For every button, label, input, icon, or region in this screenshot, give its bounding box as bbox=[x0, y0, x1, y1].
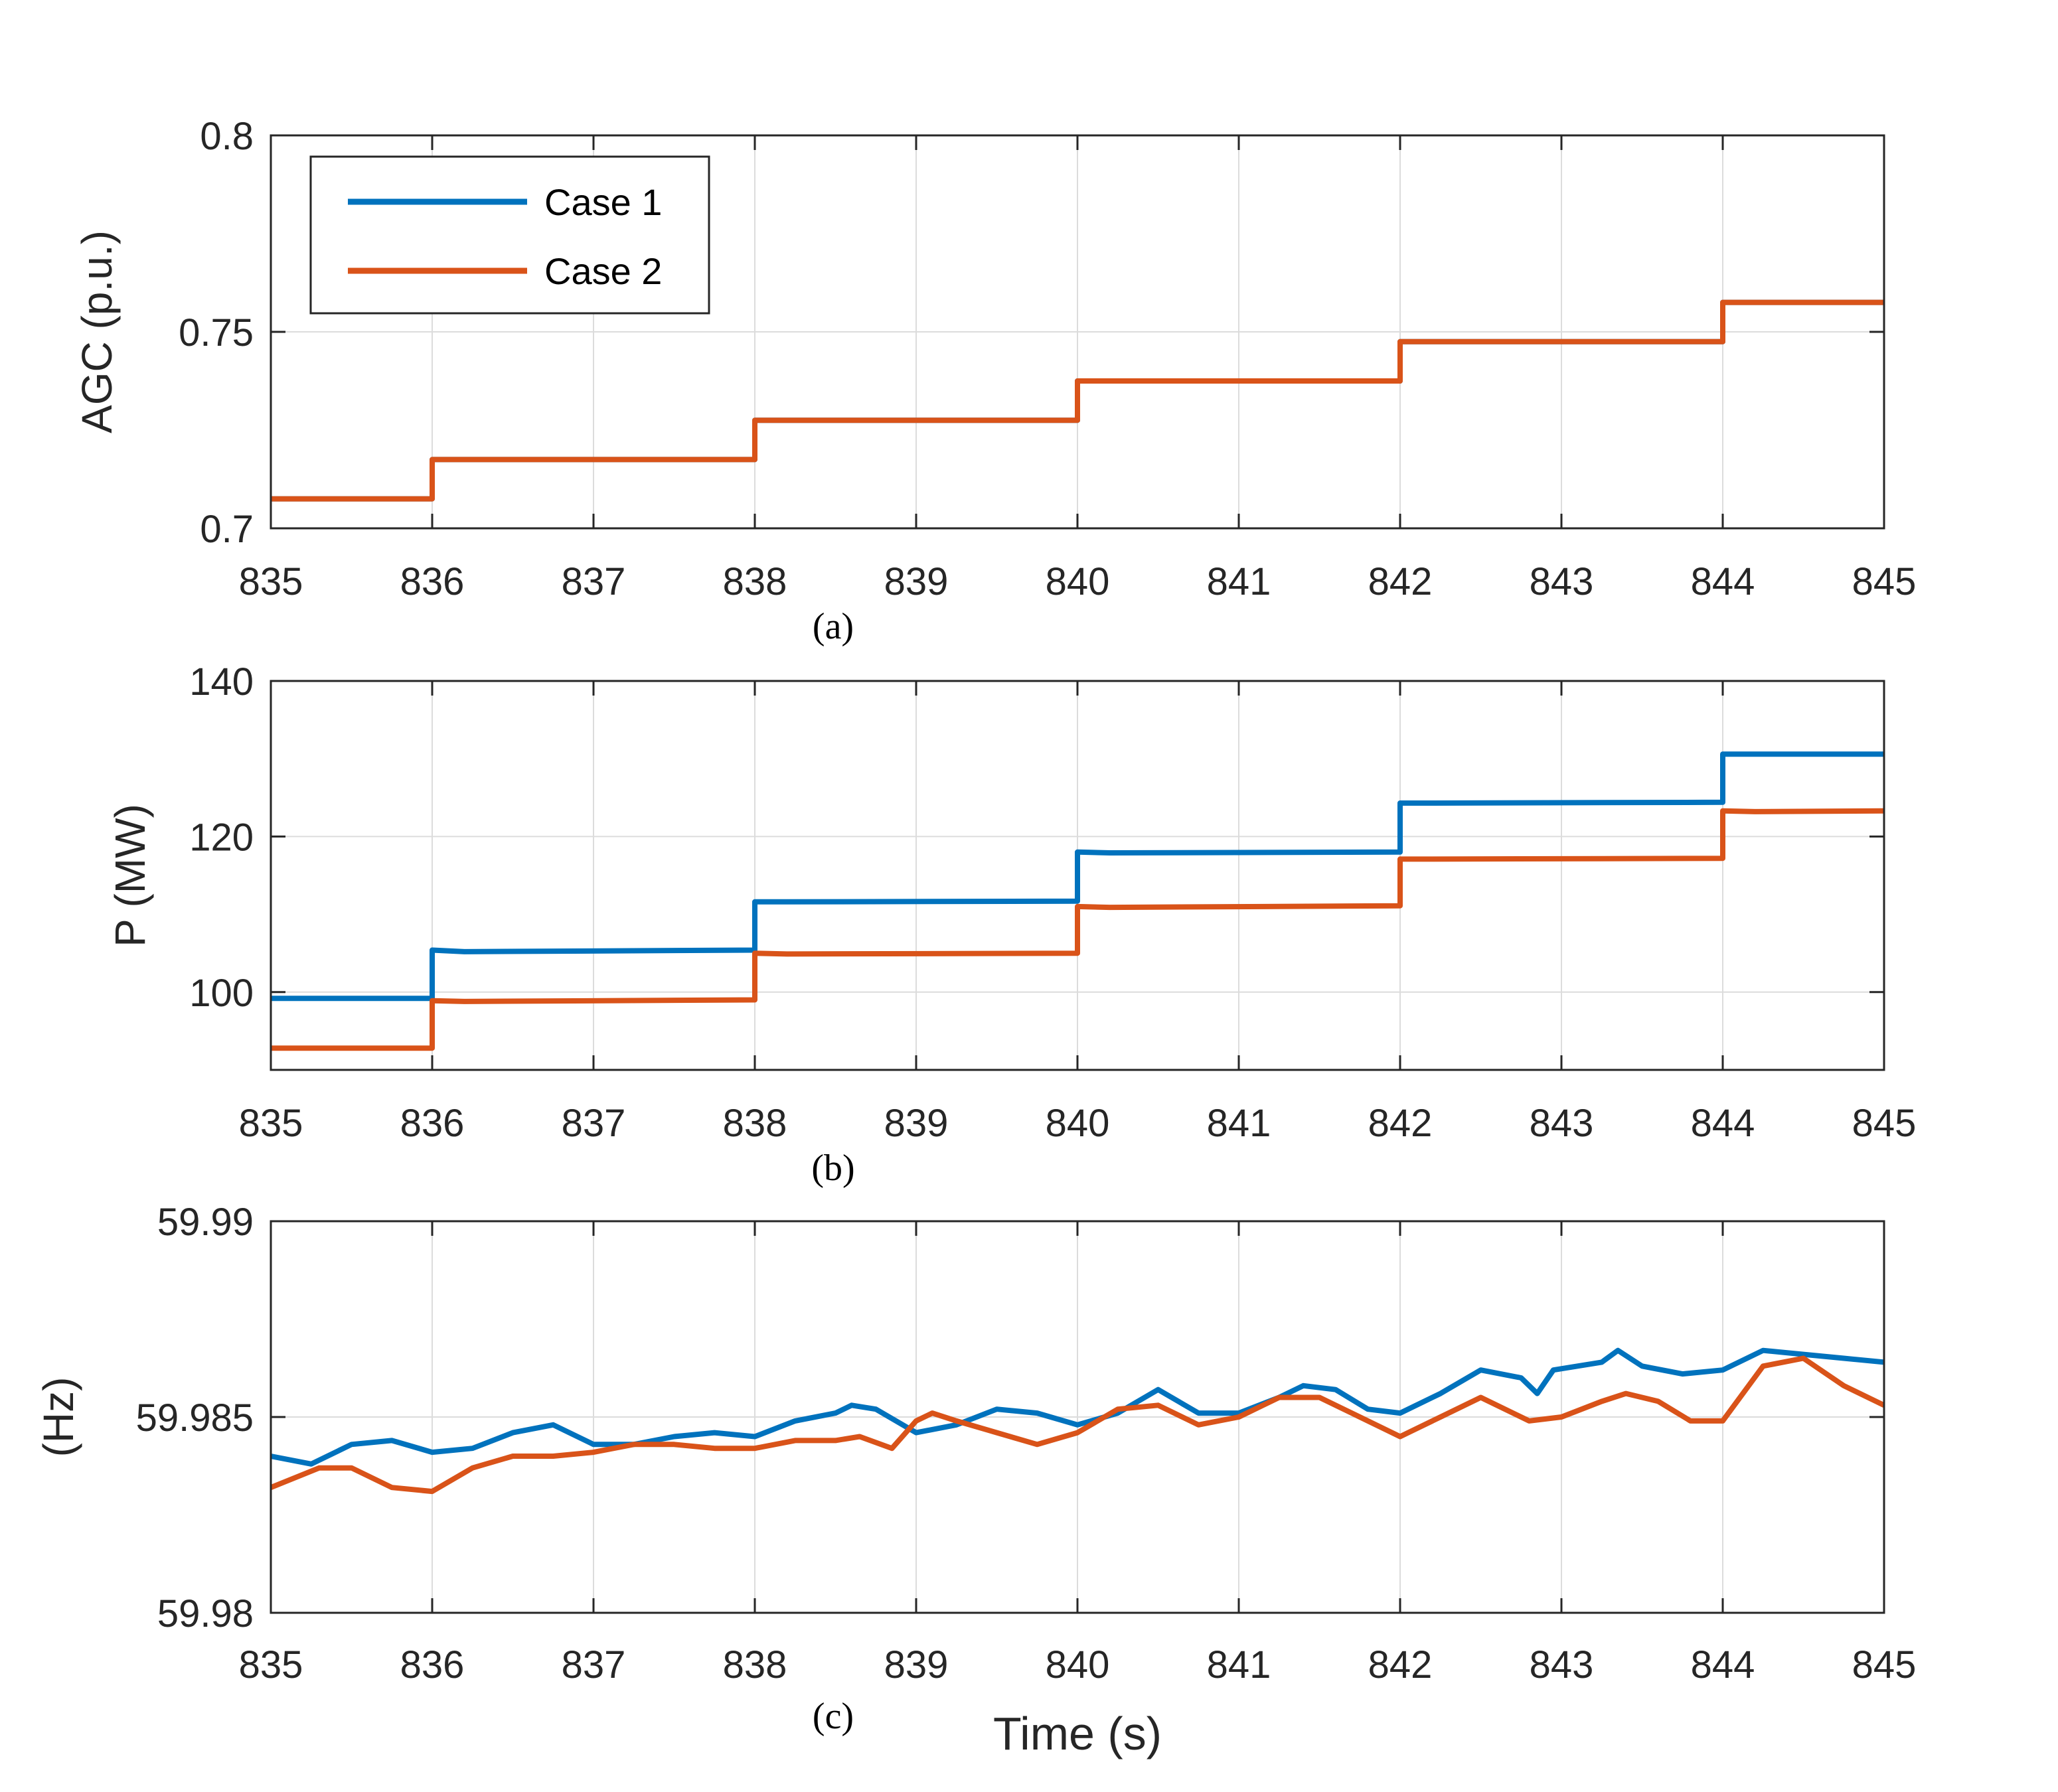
series-line-case-1 bbox=[271, 751, 1884, 1002]
x-tick-label: 838 bbox=[723, 1102, 787, 1145]
x-tick-label: 840 bbox=[1046, 1643, 1110, 1686]
axes-box bbox=[270, 134, 1885, 530]
y-tick-label: 140 bbox=[189, 660, 254, 704]
x-tick-label: 842 bbox=[1368, 1102, 1433, 1145]
panel-a: 835 836 837 838 839 840 841 842 843 844 845 0.7 0.75… bbox=[73, 115, 1916, 647]
y-tick-label: 0.75 bbox=[179, 311, 254, 354]
x-axis-label: Time (s) bbox=[993, 1708, 1162, 1759]
panel-c: 835 836 837 838 839 840 841 842 843 844 845 59.98 59… bbox=[35, 1201, 1916, 1759]
y-tick-label: 0.8 bbox=[200, 115, 254, 158]
series-line-case-2 bbox=[271, 299, 1884, 502]
x-tick-label: 844 bbox=[1691, 560, 1755, 603]
x-tick-label: 835 bbox=[239, 560, 303, 603]
y-tick-label: 100 bbox=[189, 972, 254, 1015]
x-tick-label: 836 bbox=[400, 560, 465, 603]
x-tick-label: 845 bbox=[1852, 1102, 1917, 1145]
y-tick-label: 0.7 bbox=[200, 508, 254, 551]
x-tick-label: 838 bbox=[723, 560, 787, 603]
x-tick-label: 841 bbox=[1207, 1102, 1271, 1145]
x-tick-label: 842 bbox=[1368, 560, 1433, 603]
x-tick-label: 837 bbox=[562, 560, 626, 603]
panel-caption: (a) bbox=[813, 606, 854, 647]
legend-box bbox=[309, 155, 710, 315]
x-tick-label: 844 bbox=[1691, 1643, 1755, 1686]
y-axis-label: AGC (p.u.) bbox=[73, 230, 121, 433]
x-tick-label: 844 bbox=[1691, 1102, 1755, 1145]
axes-box bbox=[270, 680, 1885, 1071]
y-axis-label: P (MW) bbox=[106, 804, 154, 947]
y-axis-label: (Hz) bbox=[35, 1377, 82, 1457]
x-tick-label: 836 bbox=[400, 1102, 465, 1145]
x-tick-label: 836 bbox=[400, 1643, 465, 1686]
x-tick-label: 839 bbox=[884, 1102, 949, 1145]
y-tick-label: 59.99 bbox=[157, 1201, 254, 1244]
x-tick-label: 839 bbox=[884, 560, 949, 603]
x-tick-label: 840 bbox=[1046, 560, 1110, 603]
legend-label-case-1: Case 1 bbox=[544, 181, 662, 223]
legend-label-case-2: Case 2 bbox=[544, 250, 662, 292]
panel-caption: (c) bbox=[813, 1696, 854, 1737]
axes-box bbox=[270, 1220, 1885, 1614]
x-tick-label: 840 bbox=[1046, 1102, 1110, 1145]
x-tick-label: 839 bbox=[884, 1643, 949, 1686]
series-line-case-1 bbox=[271, 1347, 1884, 1467]
x-tick-label: 843 bbox=[1530, 1643, 1594, 1686]
x-tick-label: 835 bbox=[239, 1102, 303, 1145]
panel-caption: (b) bbox=[811, 1148, 854, 1189]
x-tick-label: 835 bbox=[239, 1643, 303, 1686]
x-tick-label: 845 bbox=[1852, 1643, 1917, 1686]
x-tick-label: 843 bbox=[1530, 1102, 1594, 1145]
x-tick-label: 837 bbox=[562, 1643, 626, 1686]
x-tick-label: 837 bbox=[562, 1102, 626, 1145]
legend: Case 1 Case 2 bbox=[309, 155, 710, 315]
x-tick-label: 841 bbox=[1207, 1643, 1271, 1686]
x-tick-label: 838 bbox=[723, 1643, 787, 1686]
panel-b: 835 836 837 838 839 840 841 842 843 844 845 100 120 1… bbox=[106, 660, 1916, 1189]
x-tick-label: 843 bbox=[1530, 560, 1594, 603]
x-tick-label: 842 bbox=[1368, 1643, 1433, 1686]
series-line-case-2 bbox=[271, 808, 1884, 1051]
x-tick-label: 841 bbox=[1207, 560, 1271, 603]
y-tick-label: 120 bbox=[189, 816, 254, 859]
x-tick-label: 845 bbox=[1852, 560, 1917, 603]
series-line-case-2 bbox=[271, 1355, 1884, 1495]
y-tick-label: 59.985 bbox=[136, 1396, 254, 1440]
y-tick-label: 59.98 bbox=[157, 1592, 254, 1635]
